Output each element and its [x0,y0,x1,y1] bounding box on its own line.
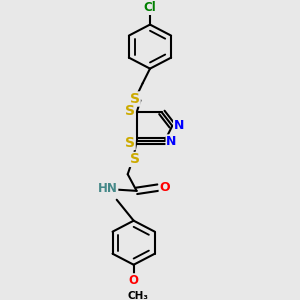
Text: N: N [166,135,177,148]
Text: CH₃: CH₃ [127,291,148,300]
Text: HN: HN [98,182,118,196]
Text: Cl: Cl [144,2,156,14]
Text: S: S [125,103,135,118]
Text: O: O [129,274,139,287]
Text: S: S [130,152,140,167]
Text: S: S [130,92,140,106]
Text: S: S [125,136,135,149]
Text: N: N [174,118,184,131]
Text: O: O [159,181,170,194]
